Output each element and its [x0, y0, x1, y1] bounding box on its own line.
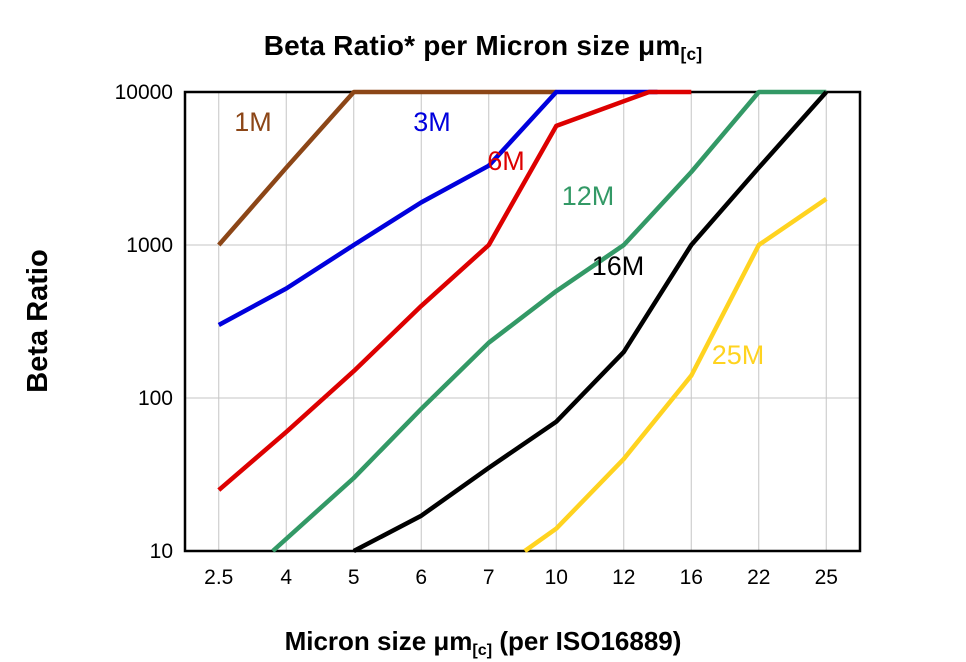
- x-tick-label: 10: [545, 566, 568, 589]
- series-line-1m: [217, 89, 557, 247]
- chart-title-mu: μm: [638, 30, 681, 61]
- series-label-12m: 12M: [562, 181, 615, 211]
- y-tick-label: 10: [150, 540, 173, 563]
- chart-title-subscript: [c]: [680, 43, 703, 64]
- x-tick-label: 7: [483, 566, 495, 589]
- x-axis-title: Micron size μm[c] (per ISO16889): [0, 626, 966, 659]
- y-tick-label: 1000: [126, 234, 173, 257]
- x-axis-title-subscript: [c]: [472, 640, 493, 659]
- series-line-3m: [217, 89, 658, 327]
- series-label-1m: 1M: [234, 107, 272, 137]
- x-tick-label: 6: [415, 566, 427, 589]
- y-axis-title: Beta Ratio: [22, 249, 54, 393]
- x-tick-label: 22: [747, 566, 770, 589]
- series-label-16m: 16M: [592, 251, 645, 281]
- y-tick-label: 100: [138, 387, 173, 410]
- series-label-25m: 25M: [712, 340, 765, 370]
- x-tick-label: 2.5: [204, 566, 233, 589]
- x-axis-title-text: Micron size μm: [284, 626, 473, 656]
- series-line-12m: [271, 89, 827, 553]
- x-tick-label: 16: [680, 566, 703, 589]
- x-axis-title-suffix: (per ISO16889): [492, 626, 682, 656]
- x-tick-label: 25: [815, 566, 838, 589]
- series-label-3m: 3M: [413, 107, 451, 137]
- series-line-6m: [217, 89, 692, 492]
- y-tick-label: 10000: [115, 81, 173, 104]
- x-tick-label: 5: [348, 566, 360, 589]
- x-tick-label: 12: [612, 566, 635, 589]
- series-line-25m: [523, 197, 828, 553]
- x-tick-label: 4: [280, 566, 292, 589]
- chart-title-text: Beta Ratio* per Micron size: [263, 30, 639, 61]
- series-label-6m: 6M: [487, 146, 525, 176]
- series-line-16m: [352, 90, 828, 553]
- chart-title: Beta Ratio* per Micron size μm[c]: [0, 30, 966, 64]
